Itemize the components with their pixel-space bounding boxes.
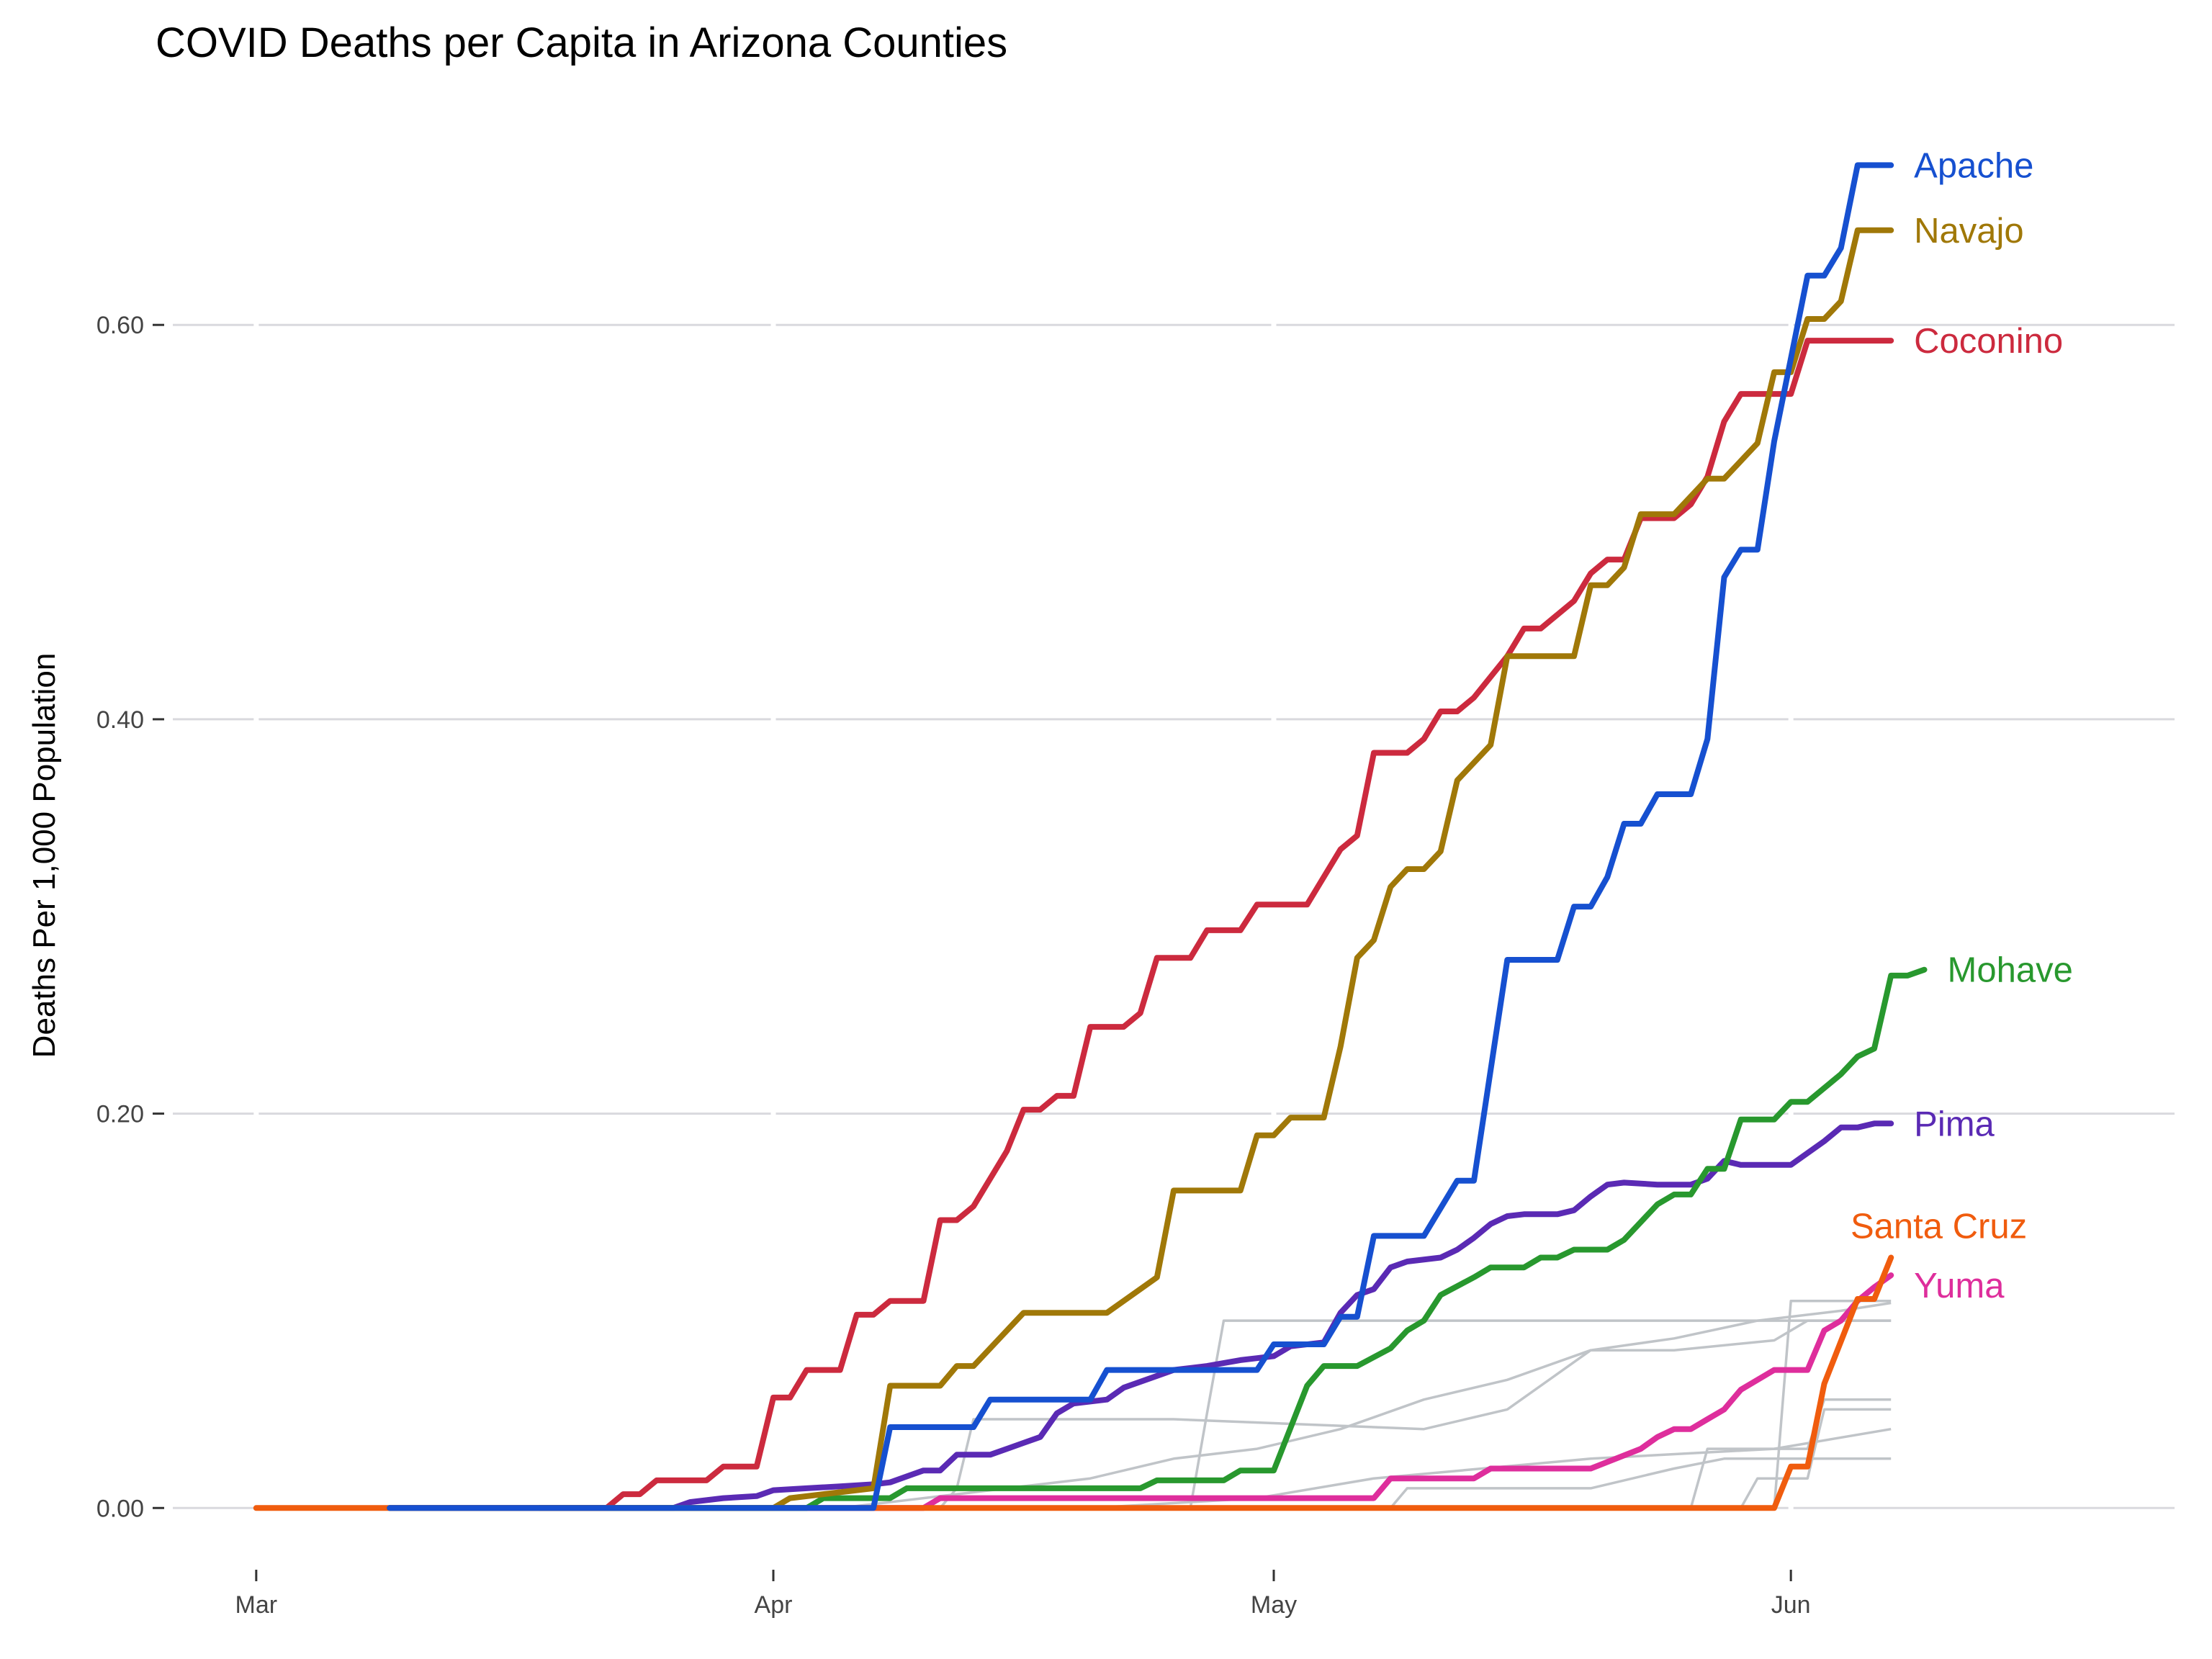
y-tick-label: 0.40 (96, 706, 144, 734)
y-tick-label: 0.60 (96, 312, 144, 339)
background-county-line (256, 1408, 1892, 1510)
series-line-apache (387, 162, 1894, 1511)
series-line-santa-cruz (253, 1254, 1894, 1511)
y-tick-label: 0.00 (96, 1495, 144, 1522)
axis-tick-labels: 0.00 0.20 0.40 0.60 Mar Apr May Jun (96, 312, 1811, 1619)
series-label-coconino: Coconino (1914, 322, 2063, 361)
highlight-series-group (253, 162, 1928, 1511)
x-tick-label: May (1251, 1591, 1297, 1619)
grid-lines (173, 320, 2175, 1514)
x-tick-label: Jun (1771, 1591, 1811, 1619)
series-label-apache: Apache (1914, 146, 2033, 185)
y-axis-label: Deaths Per 1,000 Population (27, 652, 62, 1058)
series-line-coconino (536, 338, 1894, 1511)
background-county-line (256, 1398, 1892, 1510)
series-label-navajo: Navajo (1914, 212, 2024, 251)
series-line-yuma (536, 1272, 1894, 1511)
chart-title: COVID Deaths per Capita in Arizona Count… (156, 19, 1008, 66)
series-label-santa-cruz: Santa Cruz (1851, 1208, 2027, 1246)
series-label-mohave: Mohave (1948, 951, 2073, 990)
x-tick-label: Apr (755, 1591, 793, 1619)
x-tick-label: Mar (235, 1591, 278, 1619)
series-end-labels: Apache Navajo Coconino Mohave Pima Santa Cruz… (1851, 146, 2073, 1305)
series-line-navajo (387, 227, 1894, 1511)
background-county-line (256, 1319, 1892, 1510)
series-line-mohave (536, 966, 1928, 1511)
series-line-pima (387, 1120, 1894, 1511)
y-tick-label: 0.20 (96, 1101, 144, 1128)
series-label-pima: Pima (1914, 1105, 1995, 1143)
series-label-yuma: Yuma (1914, 1267, 2005, 1305)
